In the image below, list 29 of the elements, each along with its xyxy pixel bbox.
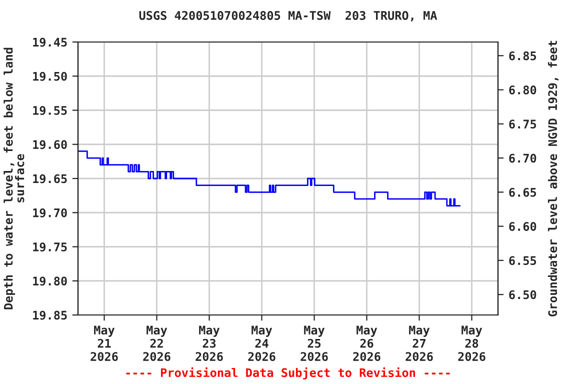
y2-tick-label: 6.65 (509, 188, 536, 197)
y2-tick-label: 6.60 (509, 222, 536, 231)
y-tick-label: 19.65 (33, 174, 67, 184)
x-tick-label: May 27 2026 (406, 326, 433, 362)
y2-axis-title: Groundwater level above NGVD 1929, feet (548, 40, 559, 316)
y-axis-title: Depth to water level, feet below land surface (4, 48, 24, 310)
x-tick-label: May 25 2026 (300, 326, 328, 362)
x-tick-label: May 21 2026 (90, 326, 118, 362)
y2-tick-label: 6.70 (509, 154, 536, 163)
y2-tick-label: 6.50 (509, 290, 536, 300)
y-tick-label: 19.55 (33, 106, 67, 115)
y2-tick-label: 6.75 (509, 120, 536, 129)
x-tick-label: May 26 2026 (353, 326, 380, 362)
x-tick-label: May 28 2026 (458, 326, 486, 362)
y-tick-label: 19.85 (33, 310, 67, 320)
text: ---- Provisional Data Subject to Revision ---- (126, 367, 450, 380)
y-tick-label: 19.75 (33, 242, 67, 252)
x-tick-label: May 22 2026 (143, 326, 170, 362)
y-tick-label: 19.45 (33, 38, 67, 47)
x-tick-label: May 24 2026 (248, 326, 276, 362)
x-tick-label: May 23 2026 (196, 326, 223, 362)
y-tick-label: 19.80 (33, 276, 67, 286)
y2-tick-label: 6.55 (509, 256, 536, 266)
y-tick-label: 19.50 (33, 72, 67, 81)
y2-tick-label: 6.80 (509, 86, 536, 94)
y-tick-label: 19.60 (33, 140, 67, 150)
y-tick-label: 19.70 (33, 208, 67, 218)
chart-title: USGS 420051070024805 MA-TSW 203 TRURO, MA (139, 11, 438, 22)
y2-tick-label: 6.85 (509, 51, 536, 60)
